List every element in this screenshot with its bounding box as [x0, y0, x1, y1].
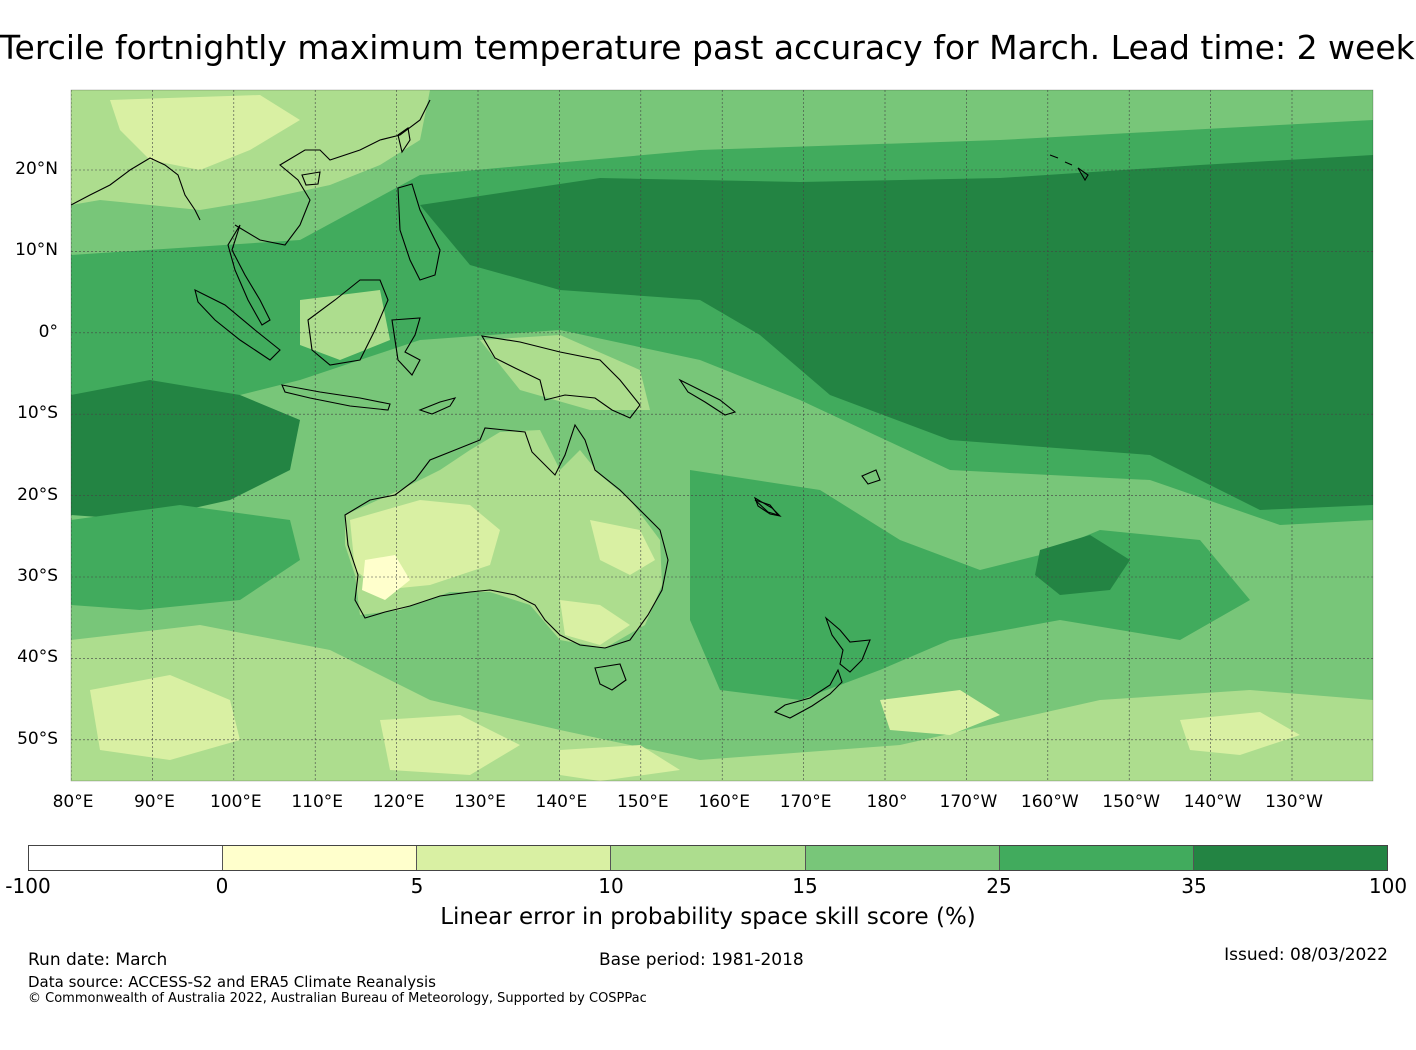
skill-score-map: [70, 89, 1374, 782]
longitude-label: 100°E: [209, 792, 262, 812]
colorbar-segment: [223, 846, 418, 870]
new-guinea-coastline: [480, 335, 641, 419]
maritime-light-patch: [300, 290, 650, 410]
longitude-label: 170°W: [939, 792, 998, 812]
philippines-coastline: [397, 183, 441, 281]
issued-date: Issued: 08/03/2022: [1224, 945, 1388, 965]
longitude-label: 120°E: [372, 792, 425, 812]
longitude-label: 140°E: [535, 792, 588, 812]
colorbar-segment: [805, 846, 1000, 870]
longitude-label: 130°E: [454, 792, 506, 812]
data-source: Data source: ACCESS-S2 and ERA5 Climate …: [28, 973, 436, 991]
base-period: Base period: 1981-2018: [599, 950, 804, 970]
india-coastline: [71, 157, 201, 221]
longitude-label: 180°: [866, 792, 908, 812]
colorbar-tick: -100: [5, 874, 51, 898]
run-date: Run date: March: [28, 950, 168, 970]
latitude-label: 40°S: [17, 647, 58, 668]
latitude-label: 10°N: [15, 240, 58, 261]
longitude-label: 140°W: [1183, 792, 1242, 812]
hainan-coastline: [301, 171, 321, 186]
new-zealand-north-coastline: [824, 616, 871, 673]
tasman-medium-patch: [690, 470, 1250, 700]
tasmania-coastline: [594, 663, 627, 691]
colorbar-tick: 10: [598, 874, 624, 898]
longitude-label: 160°E: [698, 792, 751, 812]
fiji-coastline: [861, 469, 881, 485]
map-title: Tercile fortnightly maximum temperature …: [0, 28, 1416, 67]
indochina-coastline: [234, 99, 431, 246]
longitude-label: 130°W: [1265, 792, 1323, 812]
timor-coastline: [418, 397, 457, 415]
australia-pale-patch: [350, 500, 655, 645]
australia-coastline: [344, 423, 669, 649]
longitude-label: 150°E: [616, 792, 669, 812]
south-pacific-dark-patch: [1035, 535, 1130, 595]
colorbar-segment: [29, 846, 224, 870]
java-coastline: [281, 384, 391, 411]
latitude-label: 30°S: [17, 566, 58, 586]
southern-pale-patches: [90, 675, 1300, 781]
colorbar-segment: [1193, 846, 1387, 870]
coastlines: [71, 99, 1089, 719]
colorbar-tick: 35: [1181, 874, 1207, 898]
latitude-label: 0°: [38, 321, 58, 342]
colorbar-tick: 0: [215, 874, 229, 898]
indian-ocean-dark-patch: [71, 380, 300, 520]
asia-pale-patch: [110, 95, 300, 170]
colorbar-tick: 15: [792, 874, 818, 898]
australia-lightest-patch: [362, 555, 410, 600]
southwest-medium-patch: [71, 505, 300, 610]
australia-interior: [345, 430, 662, 648]
sulawesi-coastline: [391, 317, 421, 376]
new-zealand-south-coastline: [773, 668, 843, 719]
longitude-label: 160°W: [1020, 792, 1079, 812]
new-caledonia-coastline: [753, 496, 782, 517]
malay-peninsula-coastline: [227, 224, 271, 326]
longitude-label: 110°E: [291, 792, 344, 812]
taiwan-coastline: [397, 127, 411, 154]
colorbar-tick: 25: [986, 874, 1012, 898]
hawaii-coastline: [1049, 154, 1089, 182]
colorbar-label: Linear error in probability space skill …: [440, 904, 976, 930]
latitude-label: 20°S: [17, 484, 58, 505]
graticule: [71, 90, 1373, 781]
map-frame: [70, 89, 1374, 782]
longitude-label: 150°W: [1102, 792, 1161, 812]
colorbar-segment: [999, 846, 1194, 870]
sumatra-coastline: [194, 288, 281, 361]
borneo-coastline: [307, 279, 389, 366]
colorbar: [28, 845, 1388, 871]
colorbar-segment: [611, 846, 806, 870]
copyright-notice: © Commonwealth of Australia 2022, Austra…: [28, 991, 647, 1006]
latitude-label: 20°N: [15, 159, 58, 179]
longitude-label: 80°E: [52, 792, 94, 812]
latitude-label: 50°S: [17, 728, 58, 749]
colorbar-segment: [417, 846, 612, 870]
colorbar-tick: 100: [1368, 874, 1408, 898]
latitude-label: 10°S: [17, 403, 58, 424]
colorbar-tick: 5: [410, 874, 424, 898]
solomon-islands-coastline: [678, 378, 737, 416]
longitude-label: 90°E: [133, 792, 175, 812]
longitude-label: 170°E: [779, 792, 832, 812]
